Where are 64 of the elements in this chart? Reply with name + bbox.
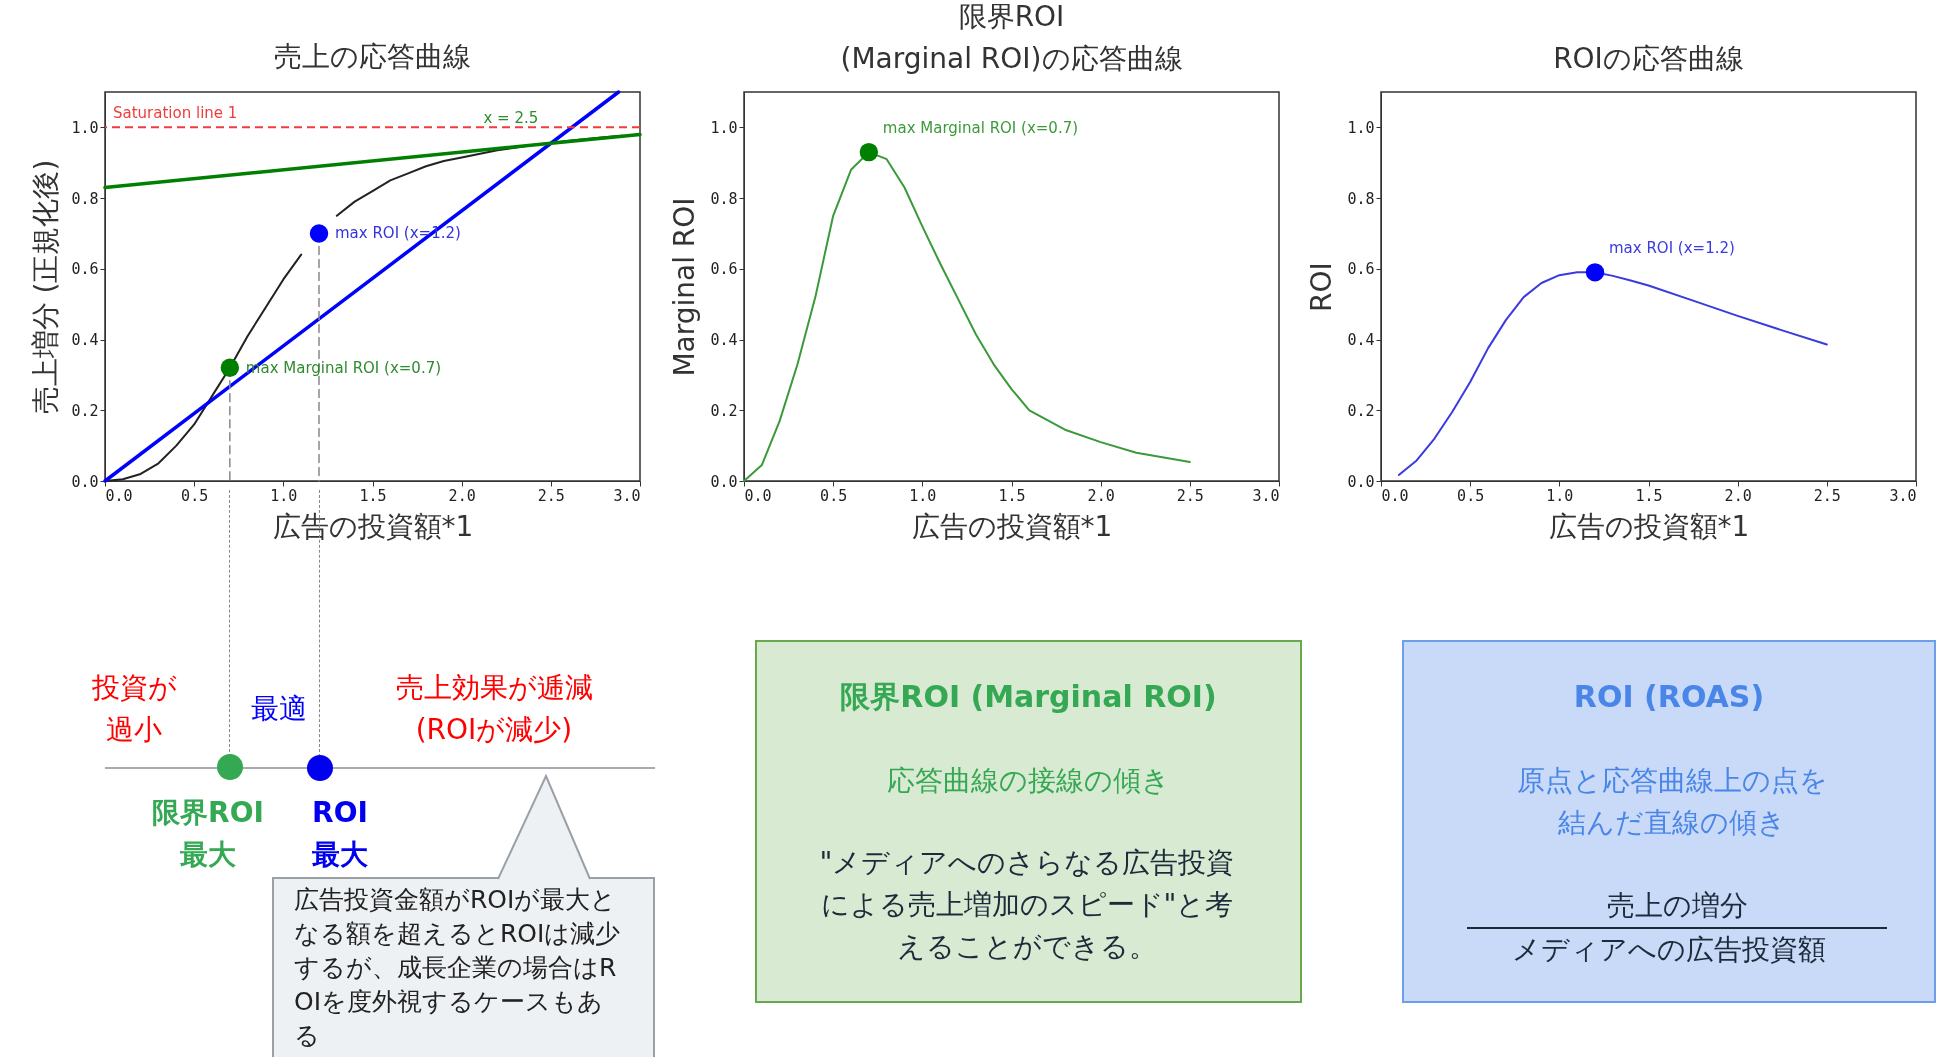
y-tick-label: 0.2 <box>71 401 99 420</box>
x-tick-label: 2.0 <box>448 486 476 505</box>
text: 投資が過小 <box>91 670 177 748</box>
annotation: max ROI (x=1.2) <box>1609 239 1735 258</box>
y-tick-label: 1.0 <box>710 118 738 137</box>
y-tick-label: 0.8 <box>710 189 738 208</box>
text: 限界ROI (Marginal ROI) <box>839 678 1218 716</box>
text: 売上効果が逓減(ROIが減少) <box>394 670 594 748</box>
text: ROI (ROAS) <box>1572 678 1766 716</box>
x-tick-label: 1.0 <box>909 486 937 505</box>
x-tick-label: 2.5 <box>1813 486 1841 505</box>
text: 最適 <box>250 691 308 727</box>
x-tick-label: 0.5 <box>820 486 848 505</box>
y-tick-label: 0.0 <box>71 472 99 491</box>
y-tick-label: 0.0 <box>710 472 738 491</box>
y-tick-label: 0.8 <box>1347 189 1375 208</box>
x-tick-label: 0.0 <box>105 486 133 505</box>
x-tick-label: 0.0 <box>1381 486 1409 505</box>
y-tick-label: 0.6 <box>710 260 738 279</box>
x-axis-title: 広告の投資額*1 <box>911 509 1113 543</box>
x-tick-label: 2.5 <box>537 486 565 505</box>
y-tick-label: 0.6 <box>71 260 99 279</box>
x-tick-label: 1.5 <box>359 486 387 505</box>
text: メディアへの広告投資額 <box>1511 932 1827 968</box>
y-tick-label: 0.2 <box>710 401 738 420</box>
chart-title: ROIの応答曲線 <box>1553 42 1744 75</box>
y-tick-label: 0.4 <box>71 331 99 350</box>
y-tick-label: 0.8 <box>71 189 99 208</box>
x-tick-label: 2.5 <box>1176 486 1204 505</box>
x-tick-label: 1.5 <box>998 486 1026 505</box>
x-tick-label: 0.0 <box>744 486 772 505</box>
text: "メディアへのさらなる広告投資による売上増加のスピード"と考えることができる。 <box>818 845 1236 965</box>
text: ROI最大 <box>311 795 369 873</box>
text: 売上の増分 <box>1467 885 1887 929</box>
chart-title: 限界ROI (Marginal ROI)の応答曲線 <box>840 0 1183 75</box>
text: 原点と応答曲線上の点を結んだ直線の傾き <box>1515 763 1829 841</box>
x-tick-label: 3.0 <box>1889 486 1917 505</box>
y-axis-title: Marginal ROI <box>668 197 702 377</box>
x-tick-label: 0.5 <box>181 486 209 505</box>
x-tick-label: 3.0 <box>613 486 641 505</box>
y-axis-title: ROI <box>1305 262 1339 312</box>
x-tick-label: 1.0 <box>1546 486 1574 505</box>
x-axis-title: 広告の投資額*1 <box>1548 509 1750 543</box>
y-tick-label: 0.4 <box>710 331 738 350</box>
x-tick-label: 2.0 <box>1724 486 1752 505</box>
x-tick-label: 0.5 <box>1457 486 1485 505</box>
annotation: x = 2.5 <box>483 108 539 127</box>
x-tick-label: 3.0 <box>1252 486 1280 505</box>
y-tick-label: 1.0 <box>71 118 99 137</box>
x-tick-label: 1.0 <box>270 486 298 505</box>
x-axis-title: 広告の投資額*1 <box>272 509 474 543</box>
y-tick-label: 1.0 <box>1347 118 1375 137</box>
y-tick-label: 0.6 <box>1347 260 1375 279</box>
annotation: max Marginal ROI (x=0.7) <box>882 119 1079 138</box>
ref-line-label: Saturation line 1 <box>113 104 238 123</box>
y-tick-label: 0.0 <box>1347 472 1375 491</box>
y-tick-label: 0.2 <box>1347 401 1375 420</box>
text: 限界ROI最大 <box>152 795 264 873</box>
x-tick-label: 2.0 <box>1087 486 1115 505</box>
chart-title: 売上の応答曲線 <box>274 40 471 74</box>
text: 応答曲線の接線の傾き <box>886 763 1171 799</box>
y-axis-title: 売上増分 (正規化後) <box>29 159 63 415</box>
y-tick-label: 0.4 <box>1347 331 1375 350</box>
x-tick-label: 1.5 <box>1635 486 1663 505</box>
